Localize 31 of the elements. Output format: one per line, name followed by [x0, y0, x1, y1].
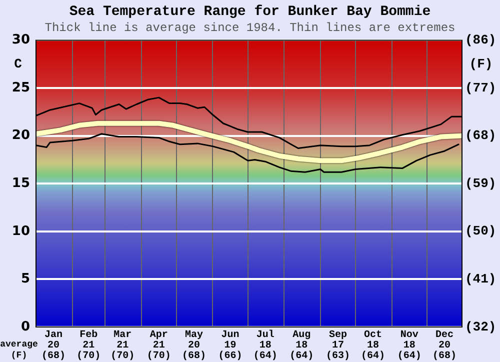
x-tick-label: May 20 (68) — [182, 330, 206, 362]
x-tick-label: Sep 17 (63) — [326, 330, 350, 362]
x-tick-label: Aug 18 (64) — [290, 330, 314, 362]
y2-tick-label: (68) — [465, 128, 496, 144]
x-tick-label: Oct 18 (64) — [361, 330, 386, 362]
y-axis-title: C — [14, 56, 22, 72]
y-tick-label: 10 — [12, 224, 30, 239]
x-tick-label: Jul 18 (64) — [253, 328, 278, 362]
y2-tick-label: (86) — [465, 32, 496, 48]
x-tick-label: Nov 18 (64) — [397, 330, 422, 362]
y2-tick-label: (59) — [465, 176, 496, 191]
y-tick-label: 30 — [12, 32, 30, 48]
x-tick-label: Mar 21 (70) — [110, 330, 135, 362]
y2-tick-label: (32) — [465, 319, 496, 334]
y2-tick-label: (77) — [465, 80, 496, 96]
x-tick-label: Feb 21 (70) — [76, 328, 101, 362]
text: average (F) — [0, 339, 38, 360]
chart-subtitle: Thick line is average since 1984. Thin lines are extremes — [44, 21, 456, 36]
y-tick-label: 15 — [12, 176, 30, 191]
y2-tick-label: (41) — [465, 271, 496, 286]
x-tick-label: Apr 21 (70) — [146, 330, 171, 362]
x-tick-label: Jan 20 (68) — [42, 330, 66, 362]
y2-axis-title: (F) — [469, 56, 493, 72]
y2-tick-label: (50) — [465, 224, 496, 239]
y-tick-label: 20 — [12, 128, 30, 144]
y-tick-label: 25 — [12, 80, 30, 96]
y-tick-label: 0 — [20, 319, 30, 334]
chart-title: Sea Temperature Range for Bunker Bay Bommie — [69, 4, 431, 20]
x-tick-label: Dec 20 (68) — [432, 330, 456, 362]
y-tick-label: 5 — [20, 272, 30, 287]
x-tick-label: Jun 19 (66) — [218, 330, 242, 362]
